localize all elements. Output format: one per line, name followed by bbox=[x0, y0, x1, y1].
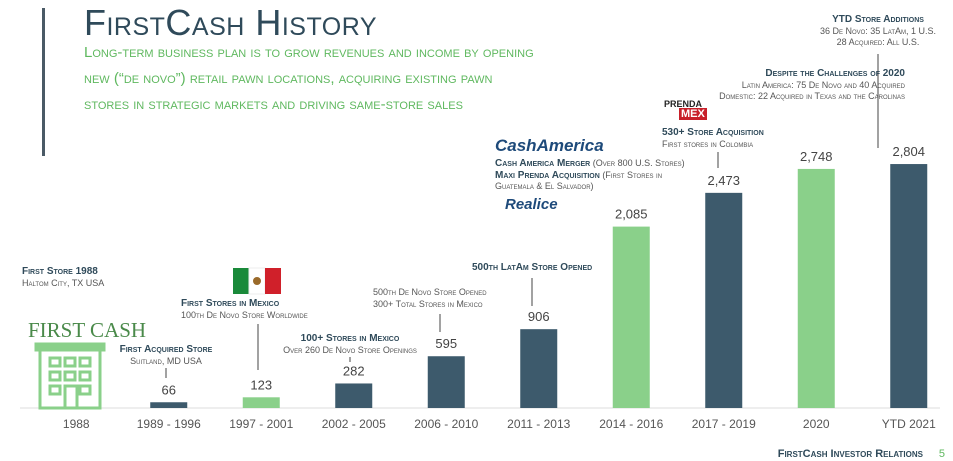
x-tick-label: 2006 - 2010 bbox=[414, 417, 478, 431]
x-tick-label: 2011 - 2013 bbox=[507, 417, 570, 431]
logo: Realice bbox=[505, 196, 558, 213]
annotation-text: Domestic: 22 Acquired in Texas and the C… bbox=[719, 91, 905, 101]
annotation-heading: 100+ Stores in Mexico bbox=[300, 333, 400, 344]
annotation-heading: Despite the Challenges of 2020 bbox=[765, 68, 905, 79]
footer: FirstCash Investor Relations bbox=[777, 448, 923, 460]
annotation-text: Guatemala & El Salvador) bbox=[495, 181, 594, 191]
subtitle: stores in strategic markets and driving … bbox=[84, 96, 463, 113]
value-label: 282 bbox=[343, 363, 365, 378]
annotation-text: First stores in Colombia bbox=[662, 138, 754, 149]
logo: FIRST CASH bbox=[28, 318, 147, 342]
annotation-text: Latin America: 75 De Novo and 40 Acquire… bbox=[741, 79, 905, 90]
x-tick-label: 2020 bbox=[803, 417, 830, 431]
x-tick-label: 1997 - 2001 bbox=[229, 417, 293, 431]
building-icon bbox=[34, 342, 106, 410]
bar bbox=[242, 397, 280, 408]
value-label: 2,085 bbox=[615, 207, 648, 222]
annotation-text: 300+ Total Stores in Mexico bbox=[373, 298, 483, 309]
annotation: 100+ Stores in Mexico Over 260 De Novo St… bbox=[280, 333, 420, 356]
annotation-text: Maxi Prenda Acquisition bbox=[495, 169, 600, 181]
bar bbox=[150, 402, 188, 408]
value-label: 595 bbox=[435, 336, 457, 351]
annotation-text: 100th De Novo Store Worldwide bbox=[181, 309, 308, 320]
value-label: 123 bbox=[250, 377, 272, 392]
annotation-heading: Cash America Merger bbox=[495, 158, 591, 169]
annotation: 530+ Store Acquisition First stores in Co… bbox=[662, 127, 764, 150]
annotation-text: Over 260 De Novo Store Openings bbox=[283, 344, 417, 355]
bar bbox=[335, 383, 373, 408]
annotation-text: 28 Acquired: All U.S. bbox=[836, 37, 920, 47]
value-label: 2,748 bbox=[800, 149, 833, 164]
annotation: Despite the Challenges of 2020 Latin Amer… bbox=[719, 68, 905, 103]
annotation-heading: First Store 1988 bbox=[22, 266, 98, 277]
bar bbox=[612, 226, 650, 408]
accent-bar bbox=[42, 8, 45, 156]
x-tick-label: 2002 - 2005 bbox=[322, 417, 386, 431]
annotation-heading: First Acquired Store bbox=[119, 344, 213, 355]
bar bbox=[427, 356, 465, 408]
subtitle: new (“de novo”) retail pawn locations, a… bbox=[84, 70, 493, 87]
bar bbox=[890, 164, 928, 408]
annotation-text: Suitland, MD USA bbox=[130, 355, 202, 366]
annotation-heading: 530+ Store Acquisition bbox=[662, 127, 764, 138]
logo: CashAmerica bbox=[495, 136, 604, 155]
subtitle: Long-term business plan is to grow reven… bbox=[84, 44, 534, 61]
annotation-text: Haltom City, TX USA bbox=[22, 277, 105, 288]
annotation: Cash America Merger (Over 800 U.S. Store… bbox=[495, 158, 685, 193]
annotation: 500th LatAm Store Opened bbox=[472, 262, 592, 274]
value-label: 906 bbox=[528, 309, 550, 324]
annotation-text: 36 De Novo: 35 LatAm, 1 U.S. bbox=[819, 25, 937, 36]
annotation: 500th De Novo Store Opened 300+ Total Sto… bbox=[373, 287, 487, 310]
x-tick-label: 1988 bbox=[63, 417, 90, 431]
annotation: First Store 1988 Haltom City, TX USA bbox=[22, 266, 104, 289]
bar bbox=[705, 192, 743, 408]
bar bbox=[520, 329, 558, 408]
x-tick-label: 2017 - 2019 bbox=[692, 417, 756, 431]
x-tick-label: 2014 - 2016 bbox=[599, 417, 663, 431]
annotation-text: (Over 800 U.S. Stores) bbox=[590, 158, 685, 168]
annotation-text: (First Stores in bbox=[599, 169, 663, 180]
annotation-text: 500th De Novo Store Opened bbox=[373, 287, 487, 297]
annotation-heading: First Stores in Mexico bbox=[181, 298, 280, 309]
leader-lines bbox=[165, 54, 879, 378]
annotation-heading: 500th LatAm Store Opened bbox=[472, 262, 593, 273]
logo: MEX bbox=[679, 108, 707, 120]
page-number: 5 bbox=[938, 448, 945, 460]
value-label: 66 bbox=[162, 382, 176, 397]
title: FirstCash History bbox=[84, 2, 378, 43]
bar bbox=[797, 168, 835, 408]
value-label: 2,804 bbox=[892, 144, 925, 159]
annotation: YTD Store Additions 36 De Novo: 35 LatAm,… bbox=[813, 14, 943, 49]
value-label: 2,473 bbox=[707, 173, 740, 188]
annotation: First Acquired Store Suitland, MD USA bbox=[106, 344, 226, 367]
logo: PRENDA bbox=[664, 99, 703, 109]
annotation: First Stores in Mexico 100th De Novo Stor… bbox=[181, 298, 308, 321]
annotation-heading: YTD Store Additions bbox=[832, 14, 924, 25]
x-tick-label: 1989 - 1996 bbox=[137, 417, 201, 431]
mexico-flag bbox=[233, 267, 281, 295]
x-tick-label: YTD 2021 bbox=[882, 417, 936, 431]
